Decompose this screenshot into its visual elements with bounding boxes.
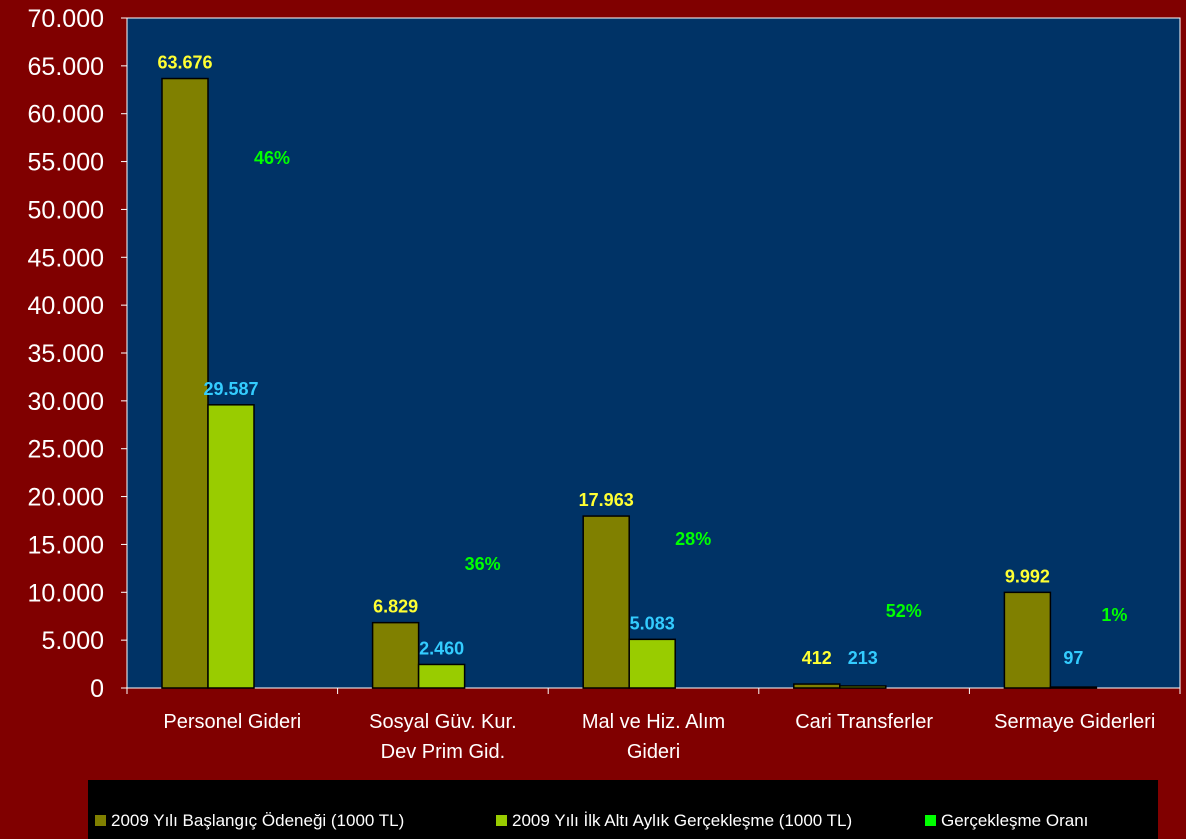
y-tick-label: 60.000 <box>28 101 104 129</box>
y-tick-label: 25.000 <box>28 436 104 464</box>
x-tick-label: Cari Transferler <box>795 711 933 733</box>
bar-budget <box>161 77 209 689</box>
y-tick-label: 10.000 <box>28 579 104 607</box>
ratio-label: 1% <box>1101 605 1127 625</box>
y-tick-label: 35.000 <box>28 340 104 368</box>
bar-budget-label: 9.992 <box>1005 566 1050 586</box>
x-tick-label: Sosyal Güv. Kur. Dev Prim Gid. <box>369 711 516 763</box>
y-tick-label: 30.000 <box>28 388 104 416</box>
bar-budget-label: 6.829 <box>373 597 418 617</box>
bar-actual-label: 5.083 <box>630 613 675 633</box>
x-tick-label: Mal ve Hiz. Alım Gideri <box>582 711 725 763</box>
legend: 2009 Yılı Başlangıç Ödeneği (1000 TL) 200… <box>88 780 1158 839</box>
bar-actual-label: 97 <box>1063 648 1083 668</box>
y-tick-label: 70.000 <box>28 5 104 33</box>
y-tick-label: 40.000 <box>28 292 104 320</box>
bar-actual <box>417 663 466 689</box>
ratio-label: 52% <box>886 601 922 621</box>
bar-actual <box>1049 686 1098 689</box>
legend-box <box>88 780 1158 839</box>
bar-budget-label: 63.676 <box>157 53 212 73</box>
bar-actual <box>628 638 676 689</box>
x-tick-label: Personel Gideri <box>163 711 301 733</box>
ratio-label: 46% <box>254 148 290 168</box>
y-tick-label: 65.000 <box>28 53 104 81</box>
bar-budget <box>582 515 630 689</box>
x-tick-label: Sermaye Giderleri <box>994 711 1155 733</box>
x-axis: Personel Gideri Sosyal Güv. Kur. Dev Prim … <box>126 688 1181 763</box>
bar-actual <box>839 685 887 689</box>
y-tick-label: 5.000 <box>41 627 104 655</box>
ratio-label: 36% <box>465 554 501 574</box>
y-axis: 0 5.000 10.000 15.000 20.000 25.000 30.000 35.0… <box>28 5 127 703</box>
bar-budget-label: 17.963 <box>579 490 634 510</box>
bars <box>161 77 1098 689</box>
bar-actual-label: 2.460 <box>419 638 464 658</box>
value-labels: 63.676 29.587 46% 6.829 2.460 36% 17.963 5.083 2… <box>157 53 1127 668</box>
plot-area <box>126 17 1181 689</box>
y-tick-label: 45.000 <box>28 244 104 272</box>
legend-swatch <box>496 815 507 826</box>
y-tick-label: 20.000 <box>28 484 104 512</box>
legend-entry: Gerçekleşme Oranı <box>941 811 1088 830</box>
bar-actual-label: 213 <box>848 648 878 668</box>
legend-entry: 2009 Yılı Başlangıç Ödeneği (1000 TL) <box>111 811 404 830</box>
bar-budget-label: 412 <box>802 648 832 668</box>
ratio-label: 28% <box>675 529 711 549</box>
bar-budget <box>1003 591 1052 689</box>
bar-budget <box>371 621 420 689</box>
y-tick-label: 50.000 <box>28 196 104 224</box>
y-tick-label: 0 <box>90 675 104 703</box>
y-tick-label: 55.000 <box>28 149 104 177</box>
bar-actual-label: 29.587 <box>203 379 258 399</box>
bar-budget <box>793 683 841 689</box>
legend-swatch <box>95 815 106 826</box>
legend-entry: 2009 Yılı İlk Altı Aylık Gerçekleşme (10… <box>512 811 852 830</box>
bar-actual <box>207 404 255 689</box>
legend-swatch <box>925 815 936 826</box>
y-tick-label: 15.000 <box>28 531 104 559</box>
